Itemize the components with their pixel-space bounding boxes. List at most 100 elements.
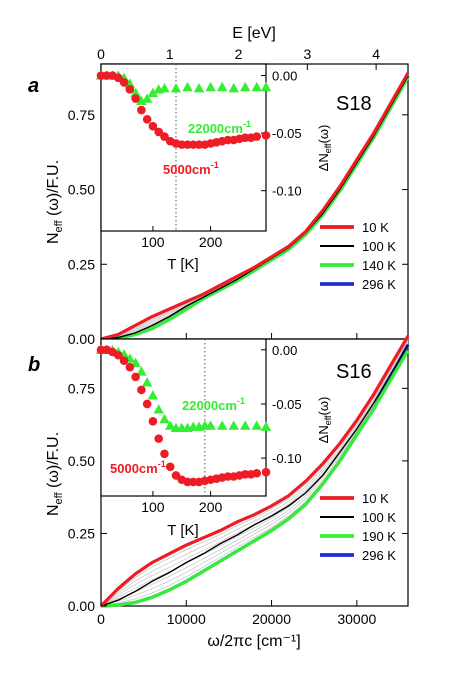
inset-point-triangle (147, 390, 159, 400)
inset-point-triangle (240, 81, 251, 92)
inset-point-triangle (141, 377, 153, 387)
panel-b-series-lines (99, 335, 410, 608)
inset-x-tick-label: 100 (141, 499, 165, 515)
y-tick-label: 0.00 (68, 598, 95, 614)
inset-point-triangle (153, 404, 164, 414)
inset-y-tick-label: -0.05 (272, 397, 302, 412)
inset-point-triangle (251, 420, 262, 430)
inset-point-triangle (170, 82, 182, 93)
inset-point-circle (148, 416, 158, 426)
panel-b-ylabel: Neff (ω)/F.U. (45, 432, 65, 516)
inset-point-circle (160, 449, 169, 459)
panel-b-label: b (28, 354, 40, 376)
legend-label: 10 K (362, 220, 389, 235)
inset-point-triangle (260, 421, 272, 431)
inset-point-circle (165, 462, 175, 472)
top-tick-label: 3 (303, 46, 311, 62)
series-line-190k (100, 349, 410, 608)
inset-y-tick-label: 0.00 (272, 69, 297, 84)
legend-label: 296 K (362, 548, 396, 563)
inset-point-circle (261, 131, 271, 140)
inset-point-triangle (205, 420, 216, 430)
legend-label: 140 K (362, 258, 396, 273)
panel-a-sample-label: S18 (336, 93, 372, 115)
inset-point-circle (125, 85, 135, 94)
panel-a-ylabel: Neff (ω)/F.U. (45, 160, 65, 244)
inset-point-circle (131, 94, 140, 103)
panel-a-x-ticks (100, 333, 358, 339)
panel-b-y-ticks: 0.00 0.25 0.50 0.75 (68, 380, 408, 614)
top-tick-label: 2 (235, 46, 243, 62)
y-tick-label: 0.75 (68, 380, 95, 396)
inset-point-circle (114, 73, 123, 83)
inset-point-triangle (216, 420, 228, 430)
y-tick-label: 0.25 (68, 525, 95, 541)
inset-point-circle (261, 467, 271, 477)
inset-point-triangle (216, 81, 228, 92)
intermediate-curve (100, 338, 409, 607)
intermediate-curve (100, 340, 409, 607)
panel-a-inset-frame (100, 63, 267, 232)
panel-a-inset-ylabel: ΔNeff(ω) (316, 125, 333, 172)
inset-point-triangle (260, 81, 272, 92)
inset-point-circle (125, 362, 135, 372)
panel-a-series-lines (100, 72, 410, 341)
inset-y-tick-label: -0.05 (272, 126, 302, 141)
inset-point-circle (148, 121, 158, 131)
legend-label: 100 K (362, 239, 396, 254)
y-tick-label: 0.75 (68, 107, 95, 123)
series-line-10k (100, 72, 410, 341)
inset-point-circle (154, 434, 163, 443)
inset-point-circle (137, 385, 146, 395)
inset-series-label: 5000cm-1 (163, 160, 219, 177)
panel-a-y-ticks: 0.00 0.25 0.50 0.75 (68, 107, 408, 347)
inset-point-triangle (193, 82, 205, 93)
inset-x-tick-label: 100 (141, 234, 165, 250)
inset-point-circle (131, 372, 140, 382)
legend-label: 296 K (362, 277, 396, 292)
inset-point-circle (119, 356, 129, 365)
inset-point-triangle (205, 81, 216, 92)
inset-point-circle (119, 78, 129, 87)
panel-a-inset-content: 100 200 0.00 -0.05 -0.10 22000cm-1 5000cm-1 (95, 64, 302, 250)
inset-point-triangle (130, 87, 141, 97)
panel-b-inset-frame (100, 338, 267, 497)
inset-point-circle (252, 132, 262, 141)
y-tick-label: 0.50 (68, 182, 95, 198)
top-tick-label: 4 (372, 46, 380, 62)
inset-point-triangle (136, 366, 147, 376)
panel-b-inset-ylabel: ΔNeff(ω) (316, 397, 333, 444)
inset-point-circle (114, 350, 123, 360)
inset-point-triangle (165, 420, 176, 430)
inset-point-circle (160, 132, 169, 141)
panel-b-legend: 10 K 100 K 190 K 296 K (320, 491, 396, 563)
panel-b-inset: 100 200 0.00 -0.05 -0.10 22000cm-1 5000cm-1 T … (95, 338, 333, 539)
inset-point-triangle (228, 82, 239, 93)
inset-series-label: 22000cm-1 (182, 396, 245, 413)
inset-y-tick-label: -0.10 (272, 184, 302, 199)
x-tick-label: 30000 (337, 611, 376, 627)
y-tick-label: 0.00 (68, 331, 95, 347)
inset-point-triangle (251, 81, 262, 92)
top-tick-label: 1 (166, 46, 174, 62)
inset-point-circle (154, 127, 163, 137)
panel-b-sample-label: S16 (336, 361, 372, 383)
legend-label: 190 K (362, 529, 396, 544)
inset-series-label: 5000cm-1 (110, 459, 166, 476)
inset-point-triangle (240, 420, 251, 430)
top-tick-label: 0 (97, 46, 105, 62)
inset-point-triangle (124, 78, 136, 88)
series-line-140k (100, 76, 410, 341)
panel-a-label: a (28, 75, 39, 97)
x-tick-label: 20000 (252, 611, 291, 627)
legend-label: 100 K (362, 510, 396, 525)
panel-b: 0.000.250.500.75 0 10000 20000 30000 b S16 … (28, 335, 410, 627)
inset-point-circle (142, 114, 152, 124)
inset-y-tick-label: 0.00 (272, 343, 297, 358)
x-axis-label: ω/2πc [cm⁻¹] (207, 633, 300, 650)
inset-x-tick-label: 200 (199, 234, 223, 250)
panel-a: 0.00 0.25 0.50 0.75 a S18 10 K 100 K 140 K 296… (28, 63, 410, 347)
series-line-100k (100, 344, 409, 607)
panel-b-x-ticks: 0 10000 20000 30000 (97, 600, 377, 627)
